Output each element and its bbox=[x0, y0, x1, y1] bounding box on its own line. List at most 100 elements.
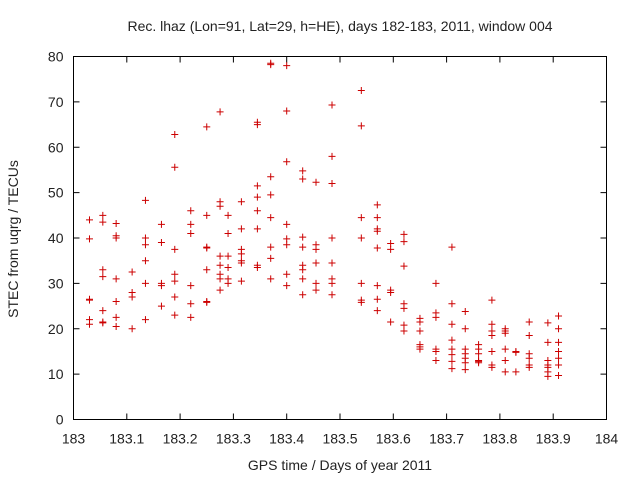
data-point bbox=[112, 219, 120, 227]
data-point bbox=[216, 252, 224, 260]
y-tick-label: 70 bbox=[48, 94, 64, 110]
x-tick-label: 184 bbox=[595, 431, 619, 447]
data-point bbox=[267, 61, 275, 69]
data-point bbox=[328, 259, 336, 267]
data-point bbox=[357, 234, 365, 242]
data-point bbox=[488, 296, 496, 304]
data-point bbox=[128, 325, 136, 333]
data-point bbox=[267, 214, 275, 222]
data-point bbox=[112, 322, 120, 330]
data-point bbox=[85, 216, 93, 224]
data-point bbox=[461, 325, 469, 333]
data-point bbox=[237, 259, 245, 267]
data-point bbox=[387, 288, 395, 296]
data-point bbox=[357, 87, 365, 95]
data-point bbox=[299, 233, 307, 241]
data-point bbox=[99, 307, 107, 315]
data-point bbox=[216, 275, 224, 283]
data-point bbox=[501, 357, 509, 365]
data-point bbox=[555, 361, 563, 369]
data-point bbox=[373, 307, 381, 315]
data-point bbox=[171, 311, 179, 319]
data-point bbox=[448, 351, 456, 359]
data-point bbox=[283, 235, 291, 243]
data-point bbox=[171, 270, 179, 278]
data-point bbox=[475, 359, 483, 367]
data-point bbox=[299, 291, 307, 299]
x-tick-label: 183.5 bbox=[322, 431, 357, 447]
data-point bbox=[157, 302, 165, 310]
data-point bbox=[216, 202, 224, 210]
data-point bbox=[312, 259, 320, 267]
data-point bbox=[128, 293, 136, 301]
data-point bbox=[253, 207, 261, 215]
x-tick-label: 183.2 bbox=[163, 431, 198, 447]
data-points bbox=[85, 59, 563, 380]
data-point bbox=[171, 277, 179, 285]
data-point bbox=[216, 286, 224, 294]
data-point bbox=[128, 268, 136, 276]
data-point bbox=[400, 262, 408, 270]
data-point bbox=[224, 211, 232, 219]
data-point bbox=[203, 211, 211, 219]
data-point bbox=[253, 121, 261, 129]
data-point bbox=[237, 250, 245, 258]
x-tick-label: 183.3 bbox=[216, 431, 251, 447]
data-point bbox=[299, 275, 307, 283]
data-point bbox=[112, 298, 120, 306]
data-point bbox=[525, 318, 533, 326]
data-point bbox=[416, 345, 424, 353]
data-point bbox=[416, 327, 424, 335]
y-tick-label: 60 bbox=[48, 139, 64, 155]
data-point bbox=[203, 298, 211, 306]
data-point bbox=[171, 245, 179, 253]
data-point bbox=[448, 336, 456, 344]
data-point bbox=[432, 313, 440, 321]
data-point bbox=[187, 207, 195, 215]
data-point bbox=[555, 371, 563, 379]
data-point bbox=[187, 300, 195, 308]
data-point bbox=[85, 235, 93, 243]
data-point bbox=[141, 241, 149, 249]
data-point bbox=[357, 279, 365, 287]
data-point bbox=[141, 234, 149, 242]
data-point bbox=[203, 244, 211, 252]
data-point bbox=[283, 270, 291, 278]
data-point bbox=[299, 243, 307, 251]
data-point bbox=[267, 254, 275, 262]
data-point bbox=[448, 243, 456, 251]
x-tick-label: 183.4 bbox=[269, 431, 304, 447]
y-axis-label: STEC from uqrg / TECUs bbox=[5, 160, 21, 318]
data-point bbox=[373, 244, 381, 252]
data-point bbox=[400, 230, 408, 238]
data-point bbox=[387, 318, 395, 326]
data-point bbox=[328, 101, 336, 109]
data-point bbox=[171, 131, 179, 139]
data-point bbox=[525, 332, 533, 340]
data-point bbox=[187, 313, 195, 321]
data-point bbox=[387, 239, 395, 247]
data-point bbox=[171, 293, 179, 301]
data-point bbox=[400, 238, 408, 246]
x-tick-label: 183.8 bbox=[482, 431, 517, 447]
data-point bbox=[224, 263, 232, 271]
data-point bbox=[187, 220, 195, 228]
data-point bbox=[373, 227, 381, 235]
data-point bbox=[99, 266, 107, 274]
data-point bbox=[512, 368, 520, 376]
data-point bbox=[299, 175, 307, 183]
data-point bbox=[328, 180, 336, 188]
data-point bbox=[141, 279, 149, 287]
data-point bbox=[501, 345, 509, 353]
data-point bbox=[432, 357, 440, 365]
data-point bbox=[312, 279, 320, 287]
data-point bbox=[312, 245, 320, 253]
y-tick-label: 20 bbox=[48, 321, 64, 337]
y-tick-label: 50 bbox=[48, 185, 64, 201]
data-point bbox=[283, 107, 291, 115]
data-point bbox=[475, 350, 483, 358]
data-point bbox=[432, 347, 440, 355]
data-point bbox=[555, 338, 563, 346]
x-axis-label: GPS time / Days of year 2011 bbox=[248, 457, 432, 473]
